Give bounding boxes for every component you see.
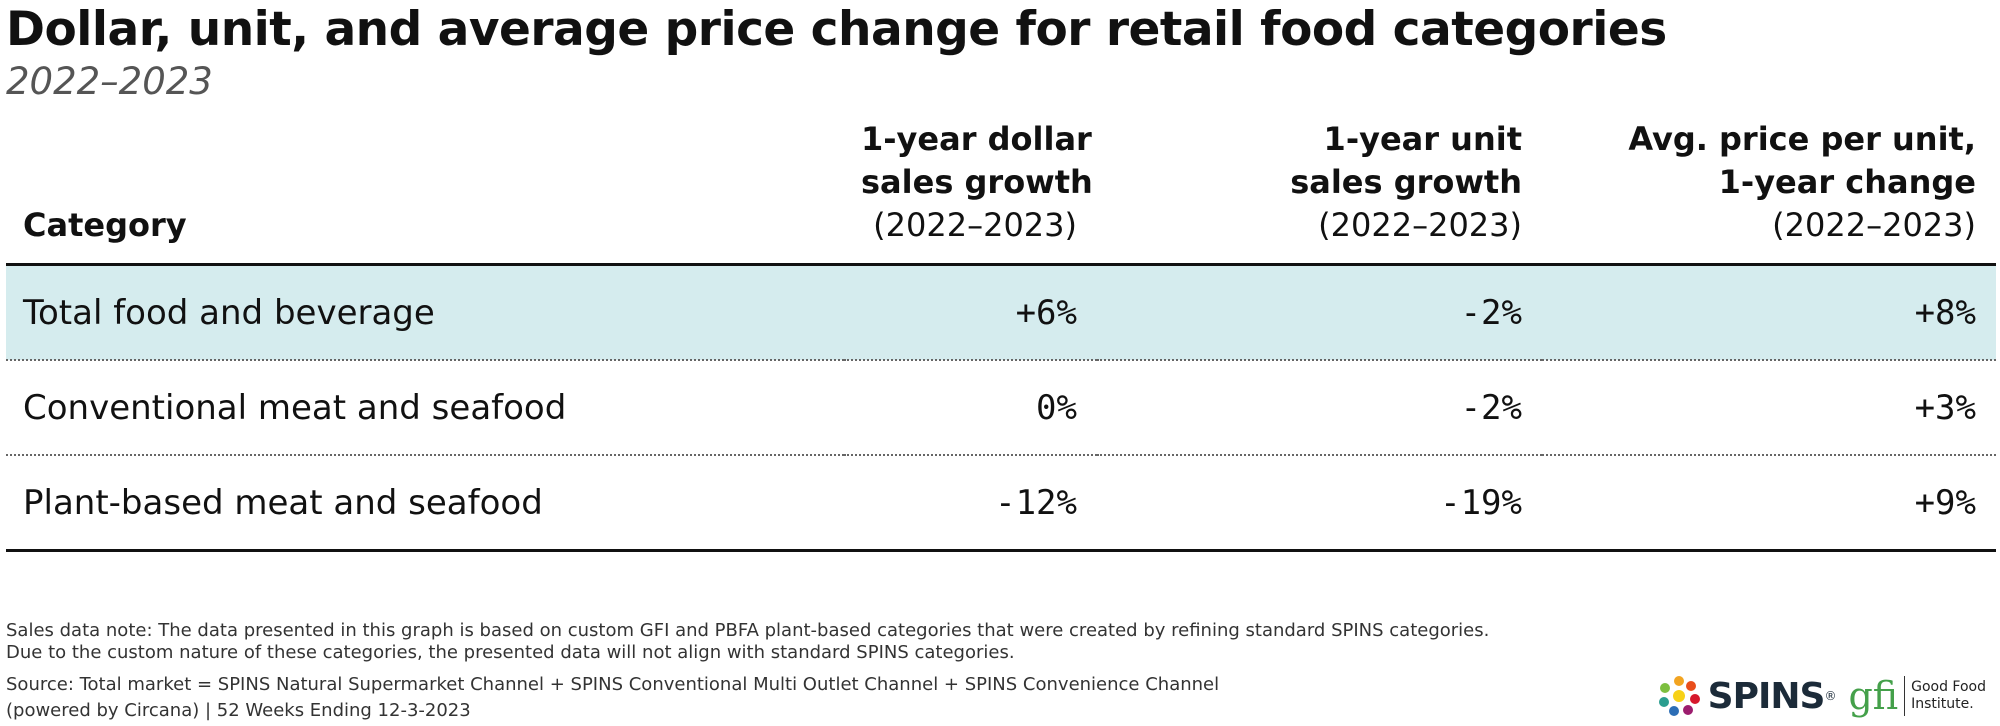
header-unit-growth: 1-year unit sales growth (2022–2023) [1097,118,1542,266]
spins-logo: SPINS [1707,675,1826,717]
cell-category: Total food and beverage [6,264,844,361]
cell-dollar-growth: +6% [844,264,1097,361]
cell-unit-growth: -19% [1097,455,1542,552]
header-unit-line-1: 1-year unit [1323,120,1522,158]
spins-logo-icon [1658,676,1700,716]
source-note: Source: Total market = SPINS Natural Sup… [6,672,1219,724]
header-dollar-period: (2022–2023) [873,206,1077,244]
source-line-2: (powered by Circana) | 52 Weeks Ending 1… [6,700,471,721]
cell-dollar-growth: 0% [844,360,1097,456]
header-row: Category 1-year dollar sales growth (202… [6,118,1996,266]
sales-data-note: Sales data note: The data presented in t… [6,620,1489,664]
gfi-name-line-2: Institute. [1911,696,1974,712]
header-price-change: Avg. price per unit, 1-year change (2022… [1542,118,1996,266]
header-dollar-line-1: 1-year dollar [861,120,1092,158]
gfi-logo: gfi [1848,674,1899,718]
header-price-line-2: 1-year change [1718,163,1976,201]
cell-category: Plant-based meat and seafood [6,455,844,552]
chart-subtitle: 2022–2023 [6,60,213,103]
gfi-name-line-1: Good Food [1911,679,1986,695]
cell-dollar-growth: -12% [844,455,1097,552]
header-price-period: (2022–2023) [1772,206,1976,244]
note-line-1: Sales data note: The data presented in t… [6,620,1490,641]
cell-category: Conventional meat and seafood [6,360,844,456]
table-row-total: Total food and beverage +6% -2% +8% [6,264,1996,361]
header-category: Category [6,118,844,266]
header-unit-period: (2022–2023) [1318,206,1522,244]
cell-unit-growth: -2% [1097,360,1542,456]
logo-divider [1904,676,1906,716]
header-price-line-1: Avg. price per unit, [1628,120,1976,158]
header-dollar-growth: 1-year dollar sales growth (2022–2023) [844,118,1097,266]
header-unit-line-2: sales growth [1290,163,1522,201]
note-line-2: Due to the custom nature of these catego… [6,642,1015,663]
logos: SPINS ® gfi Good Food Institute. [1656,672,1986,720]
registered-mark: ® [1824,689,1837,703]
gfi-name: Good Food Institute. [1911,679,1986,713]
source-line-1: Source: Total market = SPINS Natural Sup… [6,674,1220,695]
header-category-line: Category [23,206,187,244]
table-row-plant-based: Plant-based meat and seafood -12% -19% +… [6,455,1996,552]
data-table: Category 1-year dollar sales growth (202… [6,118,1996,552]
table-row-conventional: Conventional meat and seafood 0% -2% +3% [6,360,1996,456]
cell-price-change: +8% [1542,264,1996,361]
cell-unit-growth: -2% [1097,264,1542,361]
header-dollar-line-2: sales growth [861,163,1093,201]
cell-price-change: +3% [1542,360,1996,456]
chart-title: Dollar, unit, and average price change f… [6,2,1667,57]
cell-price-change: +9% [1542,455,1996,552]
